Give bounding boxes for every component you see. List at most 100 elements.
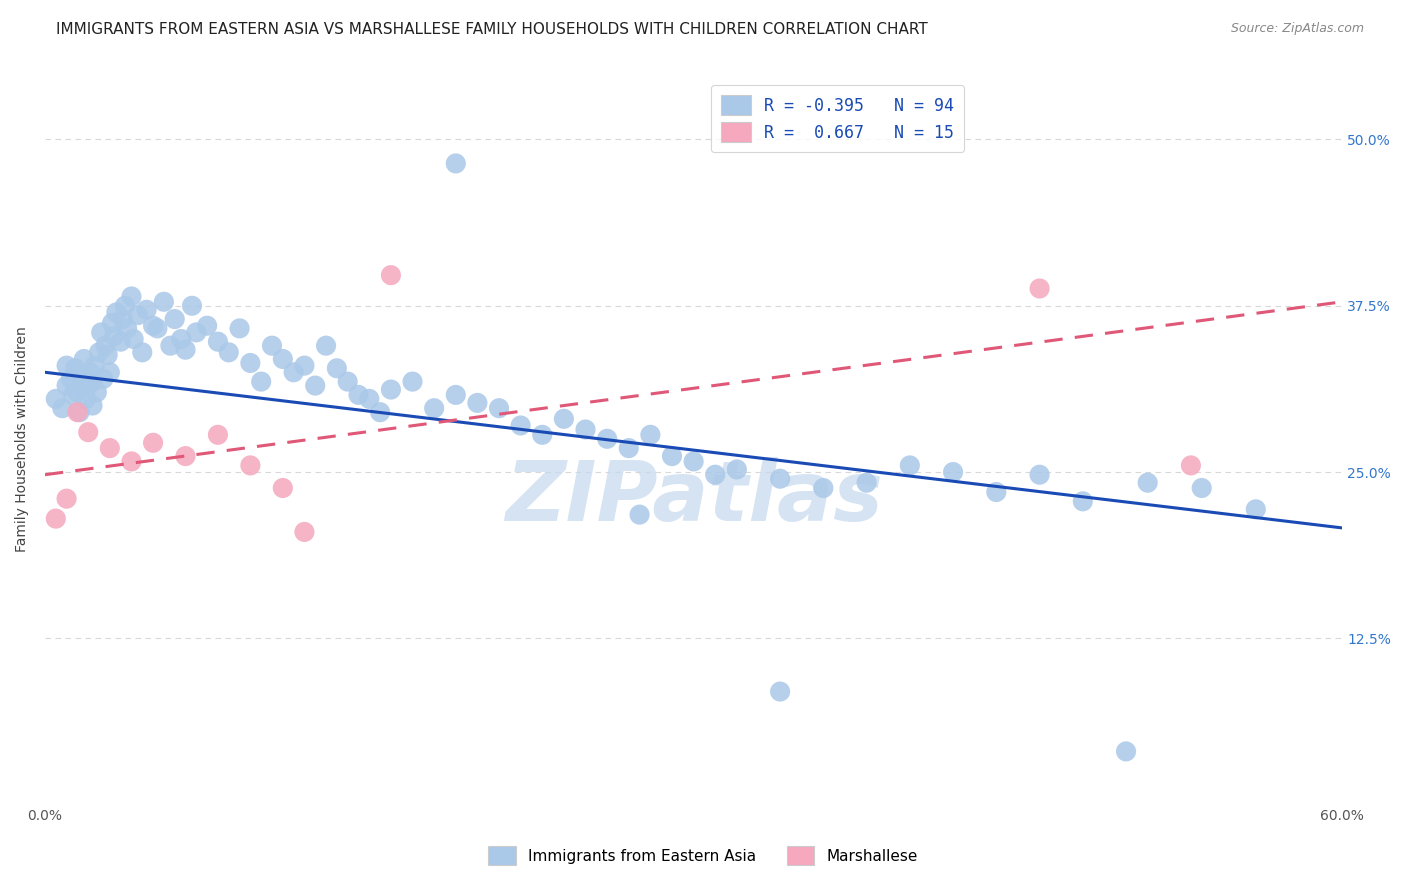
Point (239, 356, 262, 370)
Point (218, 345, 240, 359)
Point (127, 308, 149, 322)
Point (87, 345, 110, 359)
Point (66, 405, 89, 419)
Point (115, 321, 138, 335)
Point (628, 508, 651, 522)
Point (66, 385, 89, 400)
Point (135, 302, 157, 317)
Point (725, 462, 748, 476)
Text: Source: ZipAtlas.com: Source: ZipAtlas.com (1230, 22, 1364, 36)
Point (294, 524, 316, 539)
Point (1191, 481, 1213, 495)
Point (174, 343, 197, 357)
Point (55, 491, 77, 506)
Point (51, 401, 73, 416)
Point (704, 467, 727, 482)
Point (111, 312, 134, 326)
Point (401, 375, 423, 389)
Point (294, 359, 316, 373)
Point (283, 365, 305, 379)
Point (1071, 494, 1094, 508)
Point (101, 316, 124, 330)
Point (70, 369, 93, 384)
Point (1180, 458, 1202, 473)
Point (336, 375, 359, 389)
Point (55, 359, 77, 373)
Point (444, 156, 467, 170)
Point (77, 378, 100, 392)
Point (661, 449, 683, 463)
Point (62, 388, 84, 402)
Point (769, 472, 792, 486)
Text: IMMIGRANTS FROM EASTERN ASIA VS MARSHALLESE FAMILY HOUSEHOLDS WITH CHILDREN CORR: IMMIGRANTS FROM EASTERN ASIA VS MARSHALL… (56, 22, 928, 37)
Point (142, 435, 165, 450)
Point (103, 329, 125, 343)
Legend: R = -0.395   N = 94, R =  0.667   N = 15: R = -0.395 N = 94, R = 0.667 N = 15 (711, 85, 965, 153)
Point (769, 684, 792, 698)
Point (153, 294, 176, 309)
Point (174, 449, 197, 463)
Point (98, 441, 121, 455)
Point (170, 332, 193, 346)
Point (326, 361, 349, 376)
Point (146, 321, 169, 335)
Point (105, 305, 128, 319)
Point (75, 392, 97, 406)
Point (553, 412, 575, 426)
Point (82, 375, 104, 389)
Point (45, 511, 67, 525)
Point (90, 326, 112, 340)
Point (207, 334, 229, 349)
Point (942, 465, 965, 479)
Point (110, 334, 132, 349)
Point (79, 365, 101, 379)
Point (617, 441, 640, 455)
Point (181, 299, 204, 313)
Point (1115, 744, 1137, 758)
Point (69, 405, 91, 419)
Point (250, 375, 273, 389)
Point (347, 388, 370, 402)
Point (1244, 502, 1267, 516)
Point (45, 392, 67, 406)
Point (380, 383, 402, 397)
Point (83, 359, 105, 373)
Point (195, 318, 218, 333)
Point (596, 432, 619, 446)
Point (55, 378, 77, 392)
Point (120, 289, 142, 303)
Point (239, 458, 262, 473)
Point (73, 351, 96, 366)
Point (315, 339, 337, 353)
Point (640, 427, 662, 442)
Point (986, 485, 1008, 500)
Point (163, 312, 186, 326)
Point (855, 475, 877, 490)
Point (531, 427, 554, 442)
Point (271, 481, 294, 495)
Point (271, 351, 294, 366)
Point (368, 405, 391, 419)
Point (86, 385, 108, 400)
Point (1028, 467, 1050, 482)
Legend: Immigrants from Eastern Asia, Marshallese: Immigrants from Eastern Asia, Marshalles… (482, 840, 924, 871)
Point (65, 361, 87, 376)
Point (142, 318, 165, 333)
Point (304, 378, 326, 392)
Point (467, 396, 489, 410)
Point (444, 388, 467, 402)
Point (186, 326, 208, 340)
Point (423, 401, 446, 416)
Point (120, 454, 142, 468)
Point (228, 321, 250, 335)
Point (1136, 475, 1159, 490)
Point (97, 348, 120, 362)
Point (359, 392, 381, 406)
Point (574, 422, 596, 436)
Point (159, 339, 181, 353)
Y-axis label: Family Households with Children: Family Households with Children (15, 326, 30, 551)
Point (94, 339, 117, 353)
Point (59, 372, 82, 386)
Point (509, 418, 531, 433)
Point (380, 268, 402, 282)
